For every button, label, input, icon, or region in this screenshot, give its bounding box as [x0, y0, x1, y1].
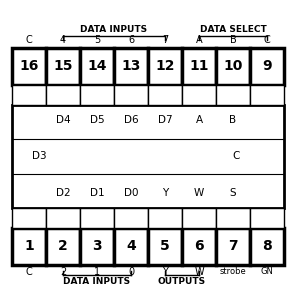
Bar [250, 85, 284, 104]
Text: 2: 2 [60, 267, 66, 277]
Bar [80, 208, 114, 228]
Text: D6: D6 [124, 115, 138, 124]
Bar [80, 85, 114, 104]
Text: 0: 0 [128, 267, 134, 277]
Text: 10: 10 [223, 59, 243, 73]
Text: 14: 14 [87, 59, 107, 73]
Bar [80, 48, 114, 85]
Bar [12, 228, 46, 265]
Bar [114, 85, 148, 104]
Bar [148, 208, 182, 228]
Text: DATA INPUTS: DATA INPUTS [63, 277, 130, 286]
Text: 16: 16 [19, 59, 39, 73]
Text: A: A [195, 115, 203, 124]
Text: DATA SELECT: DATA SELECT [200, 25, 266, 34]
Bar [182, 85, 216, 104]
Bar [250, 228, 284, 265]
Text: 11: 11 [189, 59, 209, 73]
Text: 15: 15 [53, 59, 73, 73]
Bar [12, 85, 46, 104]
Text: 9: 9 [262, 59, 272, 73]
Bar [182, 208, 216, 228]
Bar [46, 228, 80, 265]
Text: 2: 2 [58, 239, 68, 254]
Text: 5: 5 [160, 239, 170, 254]
Text: 4: 4 [126, 239, 136, 254]
Text: C: C [26, 35, 32, 45]
Text: D2: D2 [56, 188, 70, 198]
Bar [182, 48, 216, 85]
Text: GN: GN [261, 267, 273, 276]
Text: D1: D1 [90, 188, 104, 198]
Bar [216, 228, 250, 265]
Text: A: A [196, 35, 202, 45]
Text: C: C [233, 152, 240, 161]
Text: Y: Y [162, 188, 168, 198]
Text: 5: 5 [94, 35, 100, 45]
Bar [182, 228, 216, 265]
Text: S: S [230, 188, 236, 198]
Bar [148, 48, 182, 85]
Bar [250, 48, 284, 85]
Text: D0: D0 [124, 188, 138, 198]
Text: W: W [194, 267, 204, 277]
Bar [46, 48, 80, 85]
Bar [148, 228, 182, 265]
Text: 4: 4 [60, 35, 66, 45]
Bar [12, 208, 46, 228]
Text: Y: Y [162, 267, 168, 277]
Text: C: C [264, 35, 270, 45]
Text: 3: 3 [92, 239, 102, 254]
Text: D3: D3 [32, 152, 47, 161]
Bar [114, 208, 148, 228]
Bar [12, 104, 284, 208]
Text: 6: 6 [194, 239, 204, 254]
Bar [46, 85, 80, 104]
Text: D4: D4 [56, 115, 70, 124]
Text: W: W [194, 188, 204, 198]
Text: 1: 1 [24, 239, 34, 254]
Text: strobe: strobe [220, 267, 246, 276]
Text: 12: 12 [155, 59, 175, 73]
Text: DATA INPUTS: DATA INPUTS [80, 25, 148, 34]
Bar [114, 48, 148, 85]
Text: 13: 13 [121, 59, 141, 73]
Text: B: B [230, 115, 237, 124]
Bar [12, 48, 46, 85]
Bar [46, 208, 80, 228]
Text: 7: 7 [162, 35, 168, 45]
Bar [114, 228, 148, 265]
Bar [216, 48, 250, 85]
Text: OUTPUTS: OUTPUTS [158, 277, 206, 286]
Bar [148, 85, 182, 104]
Bar [216, 208, 250, 228]
Text: D7: D7 [158, 115, 172, 124]
Text: 7: 7 [228, 239, 238, 254]
Bar [250, 208, 284, 228]
Text: B: B [230, 35, 236, 45]
Text: 6: 6 [128, 35, 134, 45]
Text: D5: D5 [90, 115, 104, 124]
Text: 8: 8 [262, 239, 272, 254]
Text: 1: 1 [94, 267, 100, 277]
Bar [216, 85, 250, 104]
Bar [80, 228, 114, 265]
Text: C: C [26, 267, 32, 277]
